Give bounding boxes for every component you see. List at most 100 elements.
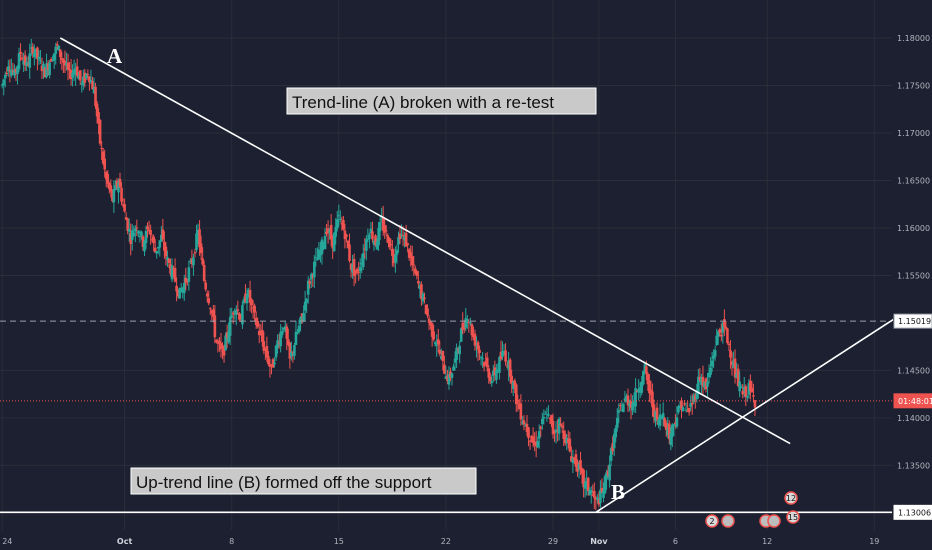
candle-body (120, 187, 123, 202)
event-marker[interactable]: 12 (784, 491, 798, 505)
candle-body (331, 235, 334, 249)
candle-body (588, 490, 592, 495)
candle (28, 43, 32, 79)
candle-body (687, 407, 691, 413)
trend-line-a[interactable] (59, 37, 791, 445)
annotation-trend-line-a[interactable]: Trend-line (A) broken with a re-test (286, 87, 597, 115)
candle-body (550, 415, 553, 424)
candle-body (34, 48, 38, 56)
candle-body (280, 331, 284, 335)
candle-body (747, 383, 751, 395)
candle-body (309, 274, 313, 280)
candle (31, 43, 35, 58)
candle (655, 402, 659, 425)
candle-body (91, 81, 94, 90)
candle-body (407, 249, 411, 258)
event-marker-circle (786, 510, 800, 524)
candle-body (19, 51, 22, 54)
candle-body (724, 326, 728, 329)
candle-body (358, 267, 362, 272)
annotation-up-trend-line-b[interactable]: Up-trend line (B) formed off the support (130, 467, 477, 495)
event-marker[interactable]: 2 (705, 514, 719, 528)
candle-body (395, 249, 399, 255)
candle (574, 449, 578, 472)
candle (660, 415, 663, 420)
candle (97, 107, 100, 135)
x-tick-label: Oct (117, 537, 133, 546)
candle (701, 365, 705, 397)
candle (104, 170, 108, 188)
candle-body (374, 235, 377, 246)
candle-body (65, 62, 68, 66)
candle-body (257, 330, 261, 336)
candle-body (213, 315, 217, 338)
candle (418, 281, 422, 298)
candle-body (467, 322, 471, 324)
candle-body (649, 389, 653, 395)
candle-body (634, 388, 637, 407)
candle (368, 232, 371, 249)
price-badge-label: 1.15019 (898, 317, 931, 326)
candle-body (137, 231, 140, 234)
event-marker[interactable]: 15 (786, 510, 800, 524)
candle-body (222, 345, 226, 356)
candle (259, 324, 263, 336)
candle-body (198, 229, 201, 248)
candle-body (586, 477, 590, 492)
candle (469, 317, 472, 326)
candle-body (161, 229, 165, 240)
candle (287, 328, 290, 347)
candle-body (170, 265, 174, 280)
annotation-text: Trend-line (A) broken with a re-test (292, 93, 554, 112)
candle (476, 340, 480, 361)
event-markers[interactable]: 2 12 15 (705, 491, 800, 528)
candle (59, 49, 62, 65)
candle (230, 307, 233, 319)
candle-body (366, 238, 370, 240)
candle-body (530, 435, 533, 442)
candle-body (124, 217, 128, 220)
candle-body (410, 256, 414, 265)
candle (568, 431, 572, 453)
candle-body (103, 158, 107, 170)
candle-body (123, 204, 126, 212)
candle (589, 486, 593, 504)
candle-body (479, 357, 483, 359)
candle (730, 352, 734, 376)
candle-body (658, 414, 662, 426)
candle (184, 267, 188, 291)
candle-body (259, 332, 263, 335)
candle (507, 351, 510, 382)
candle-body (39, 60, 42, 62)
event-flag-icon[interactable] (721, 514, 735, 528)
candle-body (657, 420, 660, 426)
candle-body (37, 56, 41, 60)
candle-body (496, 368, 500, 370)
candle (172, 265, 175, 278)
candle-body (424, 304, 428, 314)
candle (178, 287, 181, 299)
candle (13, 64, 16, 79)
candle-body (132, 232, 136, 237)
event-flag-icon[interactable] (767, 514, 781, 528)
candle (407, 248, 411, 261)
candle (279, 324, 282, 353)
candle (343, 223, 347, 249)
candle-body (383, 225, 386, 233)
candle (280, 326, 284, 338)
candle (106, 170, 110, 188)
candle (421, 291, 425, 305)
candle (384, 224, 388, 237)
candle (579, 451, 582, 476)
candle-body (417, 280, 420, 284)
candle (377, 221, 380, 252)
candle (39, 49, 42, 65)
candle (603, 474, 607, 495)
candle-body (487, 368, 491, 378)
candle-body (372, 240, 376, 245)
candle (36, 46, 39, 71)
candle-body (401, 234, 405, 236)
candle-body (663, 418, 666, 426)
candle (403, 231, 406, 248)
